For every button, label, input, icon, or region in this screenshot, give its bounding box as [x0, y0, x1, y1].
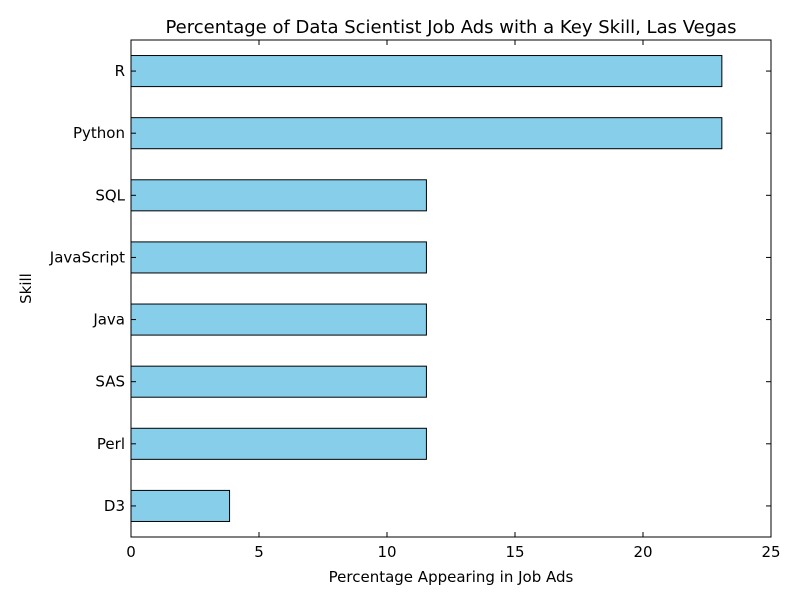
bar-perl: [130, 427, 427, 460]
x-tick-label-10: 10: [377, 543, 396, 561]
x-tick-label-20: 20: [633, 543, 652, 561]
y-tick-label-java: Java: [92, 311, 125, 329]
bar-r: [130, 55, 723, 88]
y-tick-label-d3: D3: [104, 497, 125, 515]
bar-d3: [130, 489, 231, 522]
ticks-layer: R Python SQL JavaScript Java SAS Perl D3 0 5 10 15 2…: [49, 40, 781, 561]
y-tick-label-sas: SAS: [95, 373, 125, 391]
y-tick-label-perl: Perl: [97, 435, 125, 453]
bar-python: [130, 117, 723, 150]
x-axis-label: Percentage Appearing in Job Ads: [329, 568, 574, 586]
bar-sql: [130, 179, 427, 212]
y-tick-label-sql: SQL: [95, 186, 125, 204]
x-tick-label-0: 0: [126, 543, 136, 561]
y-tick-label-python: Python: [73, 124, 125, 142]
bar-sas: [130, 365, 427, 398]
y-axis-label: Skill: [17, 273, 35, 304]
plot-frame: [130, 39, 772, 538]
bar-java: [130, 303, 427, 336]
y-tick-label-javascript: JavaScript: [49, 248, 125, 266]
chart-title: Percentage of Data Scientist Job Ads wit…: [165, 17, 736, 38]
x-tick-label-15: 15: [505, 543, 524, 561]
y-tick-label-r: R: [115, 62, 125, 80]
x-tick-label-25: 25: [761, 543, 780, 561]
x-tick-label-5: 5: [254, 543, 264, 561]
bar-javascript: [130, 241, 427, 274]
bars-layer: [130, 55, 723, 522]
